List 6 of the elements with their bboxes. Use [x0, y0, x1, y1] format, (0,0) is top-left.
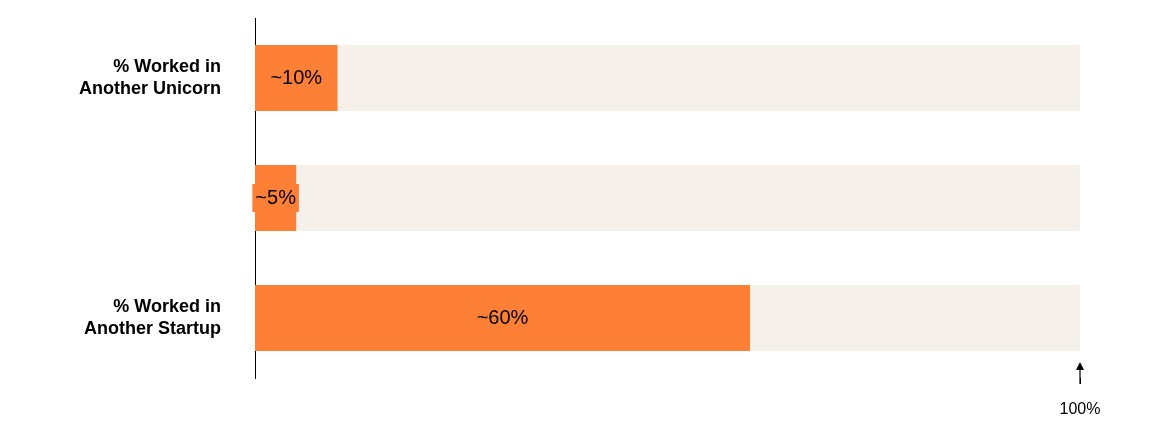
data-label: ~10%: [270, 65, 323, 88]
data-label: ~5%: [255, 185, 297, 208]
x-tick-label: 100%: [1059, 400, 1101, 418]
y-tick-label: % Worked in Another Unicorn: [79, 56, 221, 98]
data-label: ~60%: [476, 305, 529, 328]
y-tick-label: % Worked in Another Startup: [84, 296, 221, 338]
